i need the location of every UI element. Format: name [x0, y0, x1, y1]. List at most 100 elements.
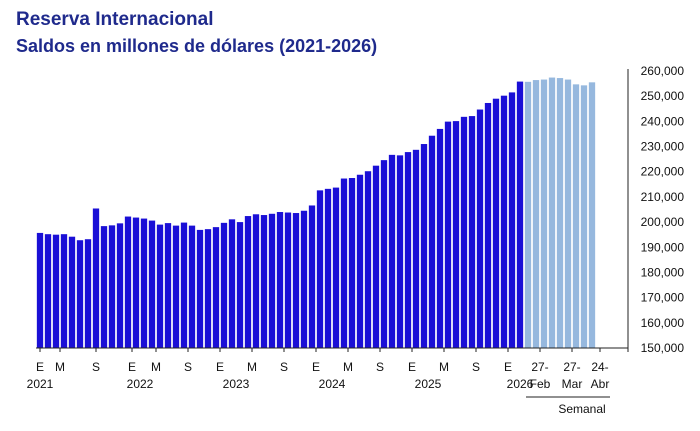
x-tick-label: 24- — [591, 360, 608, 374]
bar-monthly-27 — [252, 214, 260, 348]
x-tick-label: 2024 — [319, 377, 346, 391]
bar-monthly-31 — [284, 212, 292, 348]
y-tick-label: 250,000 — [641, 89, 685, 103]
bar-monthly-50 — [436, 128, 444, 348]
bar-monthly-10 — [116, 223, 124, 348]
bars-group — [36, 77, 596, 349]
bar-monthly-4 — [68, 236, 76, 348]
bar-monthly-15 — [156, 224, 164, 348]
y-tick-label: 170,000 — [641, 291, 685, 305]
bar-monthly-8 — [100, 226, 108, 348]
chart-subtitle: Saldos en millones de dólares (2021-2026… — [16, 36, 378, 56]
x-tick-label: E — [36, 360, 44, 374]
bar-monthly-52 — [452, 121, 460, 348]
x-tick-label: Feb — [530, 377, 551, 391]
bar-monthly-32 — [292, 213, 300, 348]
bar-monthly-12 — [132, 217, 140, 348]
bar-weekly-0 — [524, 81, 532, 348]
bar-weekly-2 — [540, 79, 548, 348]
x-tick-label: 2026 — [507, 377, 534, 391]
bar-weekly-3 — [548, 77, 556, 349]
bar-monthly-28 — [260, 215, 268, 348]
x-tick-label: Mar — [562, 377, 583, 391]
bar-monthly-0 — [36, 232, 44, 348]
bar-monthly-9 — [108, 225, 116, 348]
bar-monthly-25 — [236, 222, 244, 348]
bar-weekly-1 — [532, 80, 540, 348]
bar-monthly-18 — [180, 222, 188, 348]
bar-monthly-5 — [76, 240, 84, 348]
x-tick-label: S — [376, 360, 384, 374]
bar-monthly-55 — [476, 109, 484, 348]
bar-monthly-3 — [60, 234, 68, 348]
bar-monthly-56 — [484, 102, 492, 348]
bar-monthly-42 — [372, 165, 380, 348]
bar-monthly-13 — [140, 218, 148, 348]
bar-monthly-14 — [148, 220, 156, 348]
y-tick-label: 260,000 — [641, 64, 685, 78]
bar-monthly-51 — [444, 121, 452, 349]
bar-monthly-40 — [356, 174, 364, 348]
x-tick-label: E — [408, 360, 416, 374]
x-tick-label: S — [92, 360, 100, 374]
bar-monthly-29 — [268, 213, 276, 348]
bar-monthly-45 — [396, 155, 404, 348]
bar-monthly-46 — [404, 152, 412, 348]
bar-monthly-20 — [196, 229, 204, 348]
bar-monthly-1 — [44, 234, 52, 348]
bar-monthly-36 — [324, 188, 332, 348]
y-tick-label: 220,000 — [641, 165, 685, 179]
x-tick-label: Abr — [591, 377, 610, 391]
bar-monthly-16 — [164, 223, 172, 348]
bar-weekly-5 — [564, 79, 572, 348]
bar-monthly-48 — [420, 144, 428, 348]
bar-monthly-19 — [188, 225, 196, 348]
bar-monthly-33 — [300, 210, 308, 348]
x-tick-label: S — [472, 360, 480, 374]
y-tick-label: 150,000 — [641, 341, 685, 355]
bar-monthly-43 — [380, 160, 388, 348]
y-axis-ticks: 260,000 250,000 240,000 230,000 220,000 210,0… — [641, 64, 685, 355]
bar-monthly-6 — [84, 239, 92, 348]
y-tick-label: 160,000 — [641, 316, 685, 330]
bar-monthly-49 — [428, 135, 436, 348]
bar-monthly-35 — [316, 190, 324, 348]
bar-monthly-22 — [212, 227, 220, 348]
bar-monthly-60 — [516, 81, 524, 348]
x-tick-label: S — [184, 360, 192, 374]
x-tick-label: 27- — [563, 360, 580, 374]
x-tick-label: E — [128, 360, 136, 374]
bar-monthly-17 — [172, 225, 180, 348]
bar-monthly-2 — [52, 234, 60, 348]
bar-monthly-24 — [228, 219, 236, 348]
y-tick-label: 230,000 — [641, 140, 685, 154]
y-tick-label: 200,000 — [641, 215, 685, 229]
x-tick-label: M — [439, 360, 449, 374]
x-tick-label: 2022 — [127, 377, 154, 391]
weekly-section-label: Semanal — [558, 402, 605, 416]
bar-weekly-6 — [572, 84, 580, 348]
x-tick-label: M — [343, 360, 353, 374]
bar-monthly-54 — [468, 116, 476, 348]
bar-monthly-58 — [500, 95, 508, 349]
x-tick-label: E — [312, 360, 320, 374]
bar-monthly-44 — [388, 154, 396, 348]
bar-weekly-8 — [588, 82, 596, 348]
bar-monthly-7 — [92, 208, 100, 348]
x-tick-label: M — [151, 360, 161, 374]
x-tick-label: S — [280, 360, 288, 374]
bar-monthly-53 — [460, 116, 468, 348]
bar-weekly-7 — [580, 85, 588, 348]
x-tick-label: 2021 — [27, 377, 54, 391]
bar-monthly-21 — [204, 229, 212, 348]
x-tick-label: M — [55, 360, 65, 374]
bar-weekly-4 — [556, 78, 564, 349]
bar-monthly-57 — [492, 98, 500, 348]
bar-monthly-47 — [412, 149, 420, 348]
bar-monthly-34 — [308, 205, 316, 348]
bar-monthly-41 — [364, 171, 372, 348]
bar-monthly-23 — [220, 222, 228, 348]
bar-monthly-30 — [276, 212, 284, 348]
